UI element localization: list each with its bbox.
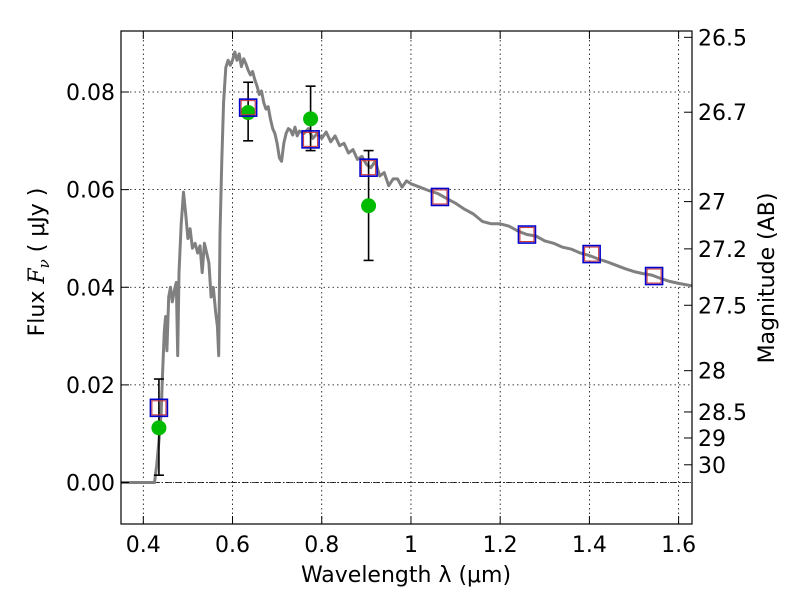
model-box-inner — [432, 189, 448, 205]
y-axis-label-prefix: Flux — [25, 284, 50, 337]
model-box-inner — [303, 131, 319, 147]
y2-tick-label: 28.5 — [698, 401, 747, 426]
model-box — [238, 98, 258, 117]
model-box-inner — [584, 246, 600, 262]
y-tick-labels: 0.00 0.02 0.04 0.06 0.08 — [66, 81, 115, 496]
y2-tick-label: 26.5 — [698, 26, 747, 51]
y2-tick-label: 27.2 — [698, 238, 747, 263]
x-tick-label: 1.6 — [661, 533, 696, 558]
x-tick-label: 1 — [404, 533, 418, 558]
y-axis-label: Flux Fν ( μJy ) — [25, 188, 53, 337]
observed-point — [151, 420, 167, 436]
y2-tick-label: 30 — [698, 454, 726, 479]
observed-point — [240, 105, 256, 121]
y2-tick-label: 29 — [698, 427, 726, 452]
y2-tick-label: 27 — [698, 191, 726, 216]
model-box — [301, 130, 320, 149]
y-tick-label: 0.06 — [66, 179, 115, 204]
observed-point — [361, 198, 377, 214]
model-box-inner — [151, 400, 167, 416]
x-tick-label: 0.6 — [215, 533, 250, 558]
y2-tick-label: 27.5 — [698, 294, 747, 319]
y-tick-label: 0.08 — [66, 81, 115, 106]
observed-point — [303, 111, 319, 127]
y-tick-label: 0.04 — [66, 276, 115, 301]
grid-lines — [121, 31, 692, 524]
y2-axis-label: Magnitude (AB) — [755, 193, 780, 364]
x-tick-label: 1.2 — [483, 533, 518, 558]
y-tick-label: 0.00 — [66, 472, 115, 497]
model-box — [359, 158, 378, 177]
y-axis-label-suffix: ( μJy ) — [25, 188, 50, 260]
x-tick-label: 0.4 — [126, 533, 161, 558]
sed-layer — [121, 50, 693, 484]
model-box-inner — [519, 227, 535, 243]
x-tick-label: 0.8 — [304, 533, 339, 558]
y-tick-label: 0.02 — [66, 374, 115, 399]
sed-model-line — [121, 50, 693, 484]
model-box-inner — [361, 160, 377, 176]
y2-tick-label: 28 — [698, 360, 726, 385]
y-axis-label-subscript: ν — [35, 259, 53, 268]
model-box — [582, 244, 601, 264]
x-tick-labels: 0.4 0.6 0.8 1 1.2 1.4 1.6 — [126, 533, 696, 558]
x-axis-label: Wavelength λ (μm) — [301, 563, 511, 588]
model-box-inner — [646, 268, 662, 284]
model-box-inner — [240, 100, 256, 116]
model-box — [149, 398, 169, 418]
model-box — [517, 225, 537, 244]
plot-frame — [120, 30, 693, 525]
model-box — [644, 266, 664, 286]
y2-tick-label: 26.7 — [698, 101, 747, 126]
tick-marks — [121, 31, 692, 524]
model-box — [430, 187, 450, 207]
x-tick-label: 1.4 — [572, 533, 607, 558]
y-axis-label-symbol: F — [25, 268, 50, 285]
model-boxes-layer — [149, 98, 664, 418]
